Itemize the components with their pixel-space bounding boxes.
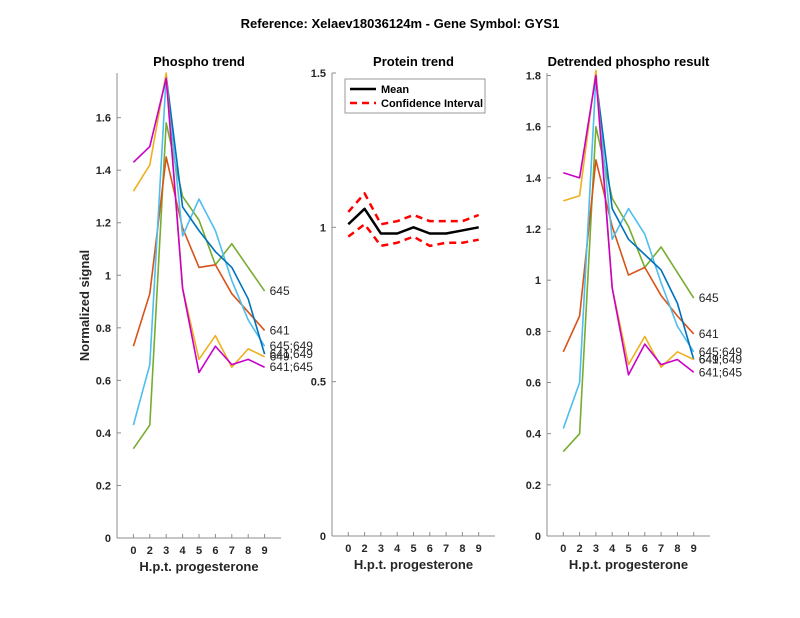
x-tick-label: 6 bbox=[212, 545, 218, 557]
y-tick-label: 1.8 bbox=[526, 71, 541, 83]
y-tick-label: 0 bbox=[105, 533, 111, 545]
x-tick-label: 3 bbox=[593, 543, 599, 555]
x-axis-label: H.p.t. progesterone bbox=[139, 559, 258, 574]
x-tick-label: 2 bbox=[362, 543, 368, 555]
x-tick-label: 0 bbox=[345, 543, 351, 555]
legend: Mean Confidence Interval bbox=[344, 78, 486, 114]
x-tick-label: 3 bbox=[163, 545, 169, 557]
series-end-label: 645 bbox=[699, 291, 719, 305]
x-tick-label: 6 bbox=[427, 543, 433, 555]
x-tick-label: 4 bbox=[394, 543, 401, 555]
series-end-label: 641;645 bbox=[270, 360, 314, 374]
x-tick-label: 0 bbox=[560, 543, 566, 555]
x-tick-label: 7 bbox=[443, 543, 449, 555]
x-tick-label: 7 bbox=[658, 543, 664, 555]
x-axis-label: H.p.t. progesterone bbox=[569, 557, 688, 572]
x-tick-label: 9 bbox=[476, 543, 482, 555]
series-end-label: 649 bbox=[270, 350, 290, 364]
figure-title: Reference: Xelaev18036124m - Gene Symbol… bbox=[241, 16, 560, 31]
x-tick-label: 8 bbox=[674, 543, 680, 555]
panel-title: Protein trend bbox=[373, 54, 454, 69]
series-line-645 bbox=[132, 122, 266, 450]
y-tick-label: 0.4 bbox=[526, 429, 542, 441]
y-tick-label: 0 bbox=[320, 531, 326, 543]
y-tick-label: 1.5 bbox=[311, 68, 326, 80]
x-tick-label: 4 bbox=[609, 543, 616, 555]
x-tick-label: 2 bbox=[577, 543, 583, 555]
y-tick-label: 0.2 bbox=[526, 480, 541, 492]
series-end-label: 641;645 bbox=[699, 365, 743, 379]
y-tick-label: 0.8 bbox=[526, 326, 541, 338]
x-tick-label: 0 bbox=[130, 545, 136, 557]
x-tick-label: 5 bbox=[625, 543, 631, 555]
series-end-label: 641;649 bbox=[270, 347, 314, 361]
y-tick-label: 0.2 bbox=[96, 480, 111, 492]
series-end-label: 645 bbox=[270, 284, 290, 298]
series-line-641-645 bbox=[132, 77, 265, 374]
legend-box bbox=[344, 78, 486, 114]
x-tick-label: 8 bbox=[459, 543, 465, 555]
y-tick-label: 0.4 bbox=[96, 428, 112, 440]
y-tick-label: 0.6 bbox=[526, 378, 541, 390]
x-tick-label: 8 bbox=[245, 545, 251, 557]
series-line-confidence-interval-upper- bbox=[347, 192, 480, 226]
y-tick-label: 0 bbox=[535, 531, 541, 543]
y-tick-label: 1.2 bbox=[526, 224, 541, 236]
y-tick-label: 0.5 bbox=[311, 377, 326, 389]
chart-panel-3: Detrended phospho result 0 0.2 0.4 0.6 0.8 1 1.… bbox=[526, 54, 743, 572]
x-tick-label: 2 bbox=[147, 545, 153, 557]
x-tick-label: 5 bbox=[410, 543, 416, 555]
series-end-label: 645;649 bbox=[270, 339, 314, 353]
y-tick-label: 1 bbox=[535, 275, 541, 287]
y-tick-label: 0.6 bbox=[96, 375, 111, 387]
x-tick-label: 3 bbox=[378, 543, 384, 555]
y-tick-label: 1.4 bbox=[96, 165, 112, 177]
y-tick-label: 0.8 bbox=[96, 323, 111, 335]
series-end-label: 645;649 bbox=[699, 345, 743, 359]
x-tick-label: 6 bbox=[642, 543, 648, 555]
legend-label-ci: Confidence Interval bbox=[381, 98, 483, 110]
series-end-label: 641;649 bbox=[699, 352, 743, 366]
series-end-label: 649 bbox=[699, 352, 719, 366]
y-tick-label: 1 bbox=[320, 222, 326, 234]
panel-title: Phospho trend bbox=[153, 54, 245, 69]
y-tick-label: 1.6 bbox=[526, 122, 541, 134]
x-tick-label: 5 bbox=[196, 545, 202, 557]
x-tick-label: 9 bbox=[691, 543, 697, 555]
series-line-confidence-interval-lower- bbox=[347, 222, 479, 248]
y-tick-label: 1.2 bbox=[96, 218, 111, 230]
y-tick-label: 1 bbox=[105, 270, 111, 282]
x-tick-label: 7 bbox=[229, 545, 235, 557]
y-tick-label: 1.6 bbox=[96, 113, 111, 125]
x-axis-label: H.p.t. progesterone bbox=[354, 557, 473, 572]
panel-title: Detrended phospho result bbox=[548, 54, 710, 69]
y-axis-label: Normalized signal bbox=[77, 250, 92, 361]
x-tick-label: 4 bbox=[180, 545, 187, 557]
legend-label-mean: Mean bbox=[381, 84, 409, 96]
x-tick-label: 9 bbox=[262, 545, 268, 557]
series-end-label: 641 bbox=[270, 323, 290, 337]
y-tick-label: 1.4 bbox=[526, 173, 542, 185]
series-end-label: 641 bbox=[699, 327, 719, 341]
